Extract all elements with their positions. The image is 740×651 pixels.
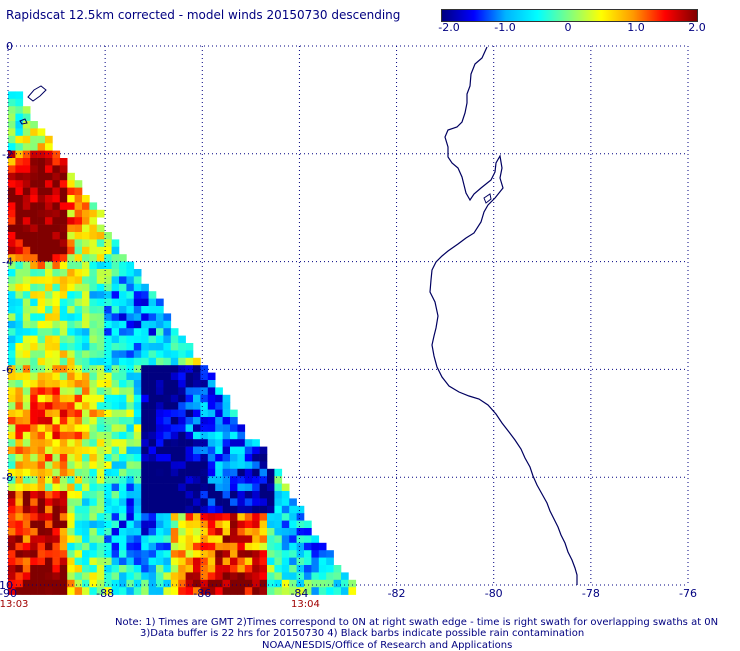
swath-time-label: 13:03 [0,599,28,610]
colorbar-label-min: -2.0 [438,21,460,34]
map-title: Rapidscat 12.5km corrected - model winds… [6,8,401,22]
footnote-line-1: Note: 1) Times are GMT 2)Times correspon… [115,617,719,628]
lon-tick-label: -76 [679,587,697,600]
swath-data-layer [8,91,357,595]
gulf-island [483,193,492,204]
lon-tick-label: -86 [193,587,211,600]
lon-tick-label: -82 [388,587,406,600]
lat-tick-label: -2 [2,148,13,161]
lon-tick-label: -80 [485,587,503,600]
colorbar [441,9,698,22]
lon-tick-label: -84 [290,587,308,600]
lat-tick-label: -4 [2,256,13,269]
swath-time-label: 13:04 [291,599,320,610]
coastline [429,46,578,585]
lat-tick-label: -8 [2,471,13,484]
galapagos-island [27,85,47,102]
footnote-credit: NOAA/NESDIS/Office of Research and Appli… [262,640,513,651]
lat-tick-label: 0 [6,40,13,53]
lon-tick-label: -90 [0,587,17,600]
colorbar-label-max: 2.0 [688,21,706,34]
lon-tick-label: -88 [96,587,114,600]
colorbar-label-neg1: -1.0 [494,21,516,34]
lat-tick-label: -6 [2,363,13,376]
colorbar-label-pos1: 1.0 [627,21,645,34]
lat-tick-label: -10 [0,579,13,592]
grid-lines [7,45,689,586]
galapagos-islet [19,118,28,125]
colorbar-label-zero: 0 [564,21,572,34]
footnote-line-2: 3)Data buffer is 22 hrs for 20150730 4) … [140,628,585,639]
lon-tick-label: -78 [582,587,600,600]
axis-ticks: -90 -88 -86 -84 -82 -80 -78 -76 0 -2 -4 -6 -8 -10 13:0… [0,40,697,610]
